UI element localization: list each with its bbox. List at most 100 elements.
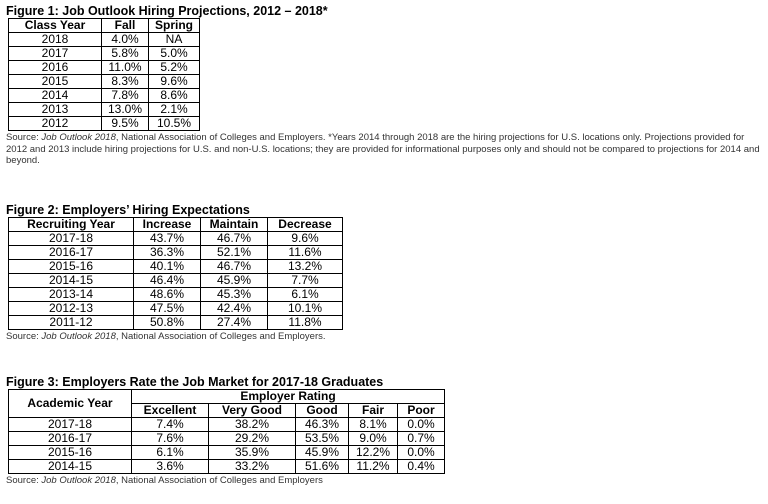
figure-1-table: Class Year Fall Spring 2018 4.0% NA 2017 5.8… — [8, 18, 200, 131]
table-cell-value: 46.4% — [133, 273, 201, 288]
source-prefix: Source: — [6, 475, 42, 486]
table-row: 2012 9.5% 10.5% — [8, 116, 200, 131]
table-row: 2017 5.8% 5.0% — [8, 46, 200, 61]
figure-3: Figure 3: Employers Rate the Job Market … — [6, 375, 762, 487]
table-cell-year: 2012 — [8, 116, 102, 131]
table-cell-value: 2.1% — [148, 102, 200, 117]
column-header-maintain: Maintain — [200, 217, 268, 232]
table-cell-value: 42.4% — [200, 301, 268, 316]
table-cell-value: 3.6% — [131, 459, 209, 474]
table-cell-value: 35.9% — [208, 445, 296, 460]
figure-1-source: Source: Job Outlook 2018, National Assoc… — [6, 132, 762, 167]
source-text: , National Association of Colleges and E… — [6, 132, 760, 166]
table-cell-value: 13.2% — [267, 259, 343, 274]
table-cell-value: 43.7% — [133, 231, 201, 246]
table-cell-value: 7.4% — [131, 417, 209, 432]
figure-3-source: Source: Job Outlook 2018, National Assoc… — [6, 475, 762, 487]
table-cell-value: 6.1% — [267, 287, 343, 302]
figure-1-title: Figure 1: Job Outlook Hiring Projections… — [6, 4, 328, 18]
source-prefix: Source: — [6, 331, 42, 342]
table-cell-value: 45.3% — [200, 287, 268, 302]
table-cell-year: 2018 — [8, 32, 102, 47]
table-cell-value: 5.0% — [148, 46, 200, 61]
table-cell-value: 52.1% — [200, 245, 268, 260]
table-cell-value: 48.6% — [133, 287, 201, 302]
table-cell-year: 2013-14 — [8, 287, 134, 302]
table-cell-year: 2011-12 — [8, 315, 134, 330]
table-cell-value: 7.7% — [267, 273, 343, 288]
source-text: , National Association of Colleges and E… — [115, 331, 326, 342]
table-cell-value: 7.8% — [101, 88, 149, 103]
table-cell-value: 46.7% — [200, 259, 268, 274]
table-cell-year: 2017-18 — [8, 231, 134, 246]
table-cell-value: 46.7% — [200, 231, 268, 246]
source-publication: Job Outlook 2018 — [41, 475, 116, 486]
table-row: 2015-16 6.1% 35.9% 45.9% 12.2% 0.0% — [8, 445, 445, 460]
table-cell-value: 9.5% — [101, 116, 149, 131]
column-header-poor: Poor — [397, 403, 445, 418]
table-cell-value: 0.0% — [397, 417, 445, 432]
table-cell-value: 11.8% — [267, 315, 343, 330]
table-cell-value: 27.4% — [200, 315, 268, 330]
column-header-decrease: Decrease — [267, 217, 343, 232]
table-row: 2014 7.8% 8.6% — [8, 88, 200, 103]
table-cell-value: 45.9% — [295, 445, 349, 460]
table-row: 2018 4.0% NA — [8, 32, 200, 47]
column-header-fair: Fair — [348, 403, 398, 418]
source-publication: Job Outlook 2018 — [41, 132, 116, 143]
table-row: 2014-15 3.6% 33.2% 51.6% 11.2% 0.4% — [8, 459, 445, 474]
figure-2: Figure 2: Employers’ Hiring Expectations… — [6, 203, 762, 343]
table-cell-value: 8.1% — [348, 417, 398, 432]
table-cell-year: 2014-15 — [8, 273, 134, 288]
table-cell-value: 5.2% — [148, 60, 200, 75]
table-cell-value: 46.3% — [295, 417, 349, 432]
table-cell-value: 50.8% — [133, 315, 201, 330]
table-cell-value: NA — [148, 32, 200, 47]
figure-1-body: 2018 4.0% NA 2017 5.8% 5.0% 2016 11.0% 5.2% 2015 8… — [8, 32, 200, 131]
column-header-good: Good — [295, 403, 349, 418]
table-cell-value: 0.7% — [397, 431, 445, 446]
table-cell-value: 11.0% — [101, 60, 149, 75]
table-cell-value: 29.2% — [208, 431, 296, 446]
table-cell-year: 2014-15 — [8, 459, 132, 474]
table-row: 2012-13 47.5% 42.4% 10.1% — [8, 301, 343, 316]
table-cell-value: 9.0% — [348, 431, 398, 446]
table-row: 2015-16 40.1% 46.7% 13.2% — [8, 259, 343, 274]
figure-2-body: 2017-18 43.7% 46.7% 9.6% 2016-17 36.3% 52.1% 11… — [8, 231, 343, 330]
table-cell-value: 8.6% — [148, 88, 200, 103]
table-row: 2013-14 48.6% 45.3% 6.1% — [8, 287, 343, 302]
table-cell-value: 0.4% — [397, 459, 445, 474]
figure-2-title: Figure 2: Employers’ Hiring Expectations — [6, 203, 250, 217]
table-header-row: Recruiting Year Increase Maintain Decrea… — [8, 217, 343, 232]
table-cell-year: 2015-16 — [8, 259, 134, 274]
table-cell-year: 2012-13 — [8, 301, 134, 316]
table-cell-value: 38.2% — [208, 417, 296, 432]
table-cell-value: 45.9% — [200, 273, 268, 288]
table-row: 2017-18 43.7% 46.7% 9.6% — [8, 231, 343, 246]
table-row: 2017-18 7.4% 38.2% 46.3% 8.1% 0.0% — [8, 417, 445, 432]
column-header-class-year: Class Year — [8, 18, 102, 33]
table-cell-value: 53.5% — [295, 431, 349, 446]
figure-2-source: Source: Job Outlook 2018, National Assoc… — [6, 331, 762, 343]
figure-1: Figure 1: Job Outlook Hiring Projections… — [6, 4, 762, 167]
table-cell-value: 8.3% — [101, 74, 149, 89]
table-cell-year: 2014 — [8, 88, 102, 103]
table-cell-value: 40.1% — [133, 259, 201, 274]
table-cell-value: 36.3% — [133, 245, 201, 260]
table-row: 2016-17 7.6% 29.2% 53.5% 9.0% 0.7% — [8, 431, 445, 446]
table-cell-value: 12.2% — [348, 445, 398, 460]
table-cell-year: 2016 — [8, 60, 102, 75]
table-cell-value: 11.6% — [267, 245, 343, 260]
table-row: 2014-15 46.4% 45.9% 7.7% — [8, 273, 343, 288]
column-header-very-good: Very Good — [208, 403, 296, 418]
table-cell-value: 47.5% — [133, 301, 201, 316]
source-publication: Job Outlook 2018 — [41, 331, 116, 342]
column-header-academic-year: Academic Year — [8, 389, 132, 418]
table-header-row: Academic Year Employer Rating — [8, 389, 445, 418]
table-cell-year: 2015 — [8, 74, 102, 89]
column-header-excellent: Excellent — [131, 403, 209, 418]
table-cell-value: 9.6% — [148, 74, 200, 89]
table-cell-value: 10.5% — [148, 116, 200, 131]
table-row: 2013 13.0% 2.1% — [8, 102, 200, 117]
column-header-fall: Fall — [101, 18, 149, 33]
